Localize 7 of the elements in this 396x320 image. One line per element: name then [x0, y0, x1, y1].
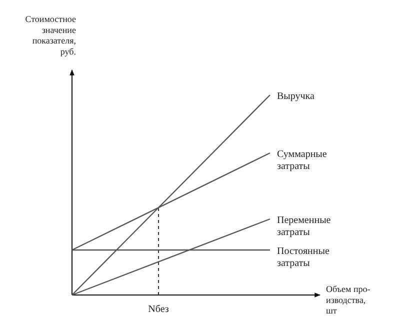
text: Nбез	[148, 304, 169, 315]
series-label: Постоянные затраты	[277, 246, 330, 269]
series-label: Переменные затраты	[277, 215, 332, 238]
y-axis-title: Стоимостное значение показателя, руб.	[25, 14, 76, 56]
series-label: Выручка	[277, 91, 315, 102]
series-label: Суммарные затраты	[277, 149, 328, 172]
x-axis-title: Объем про- изводства, шт	[326, 284, 370, 316]
